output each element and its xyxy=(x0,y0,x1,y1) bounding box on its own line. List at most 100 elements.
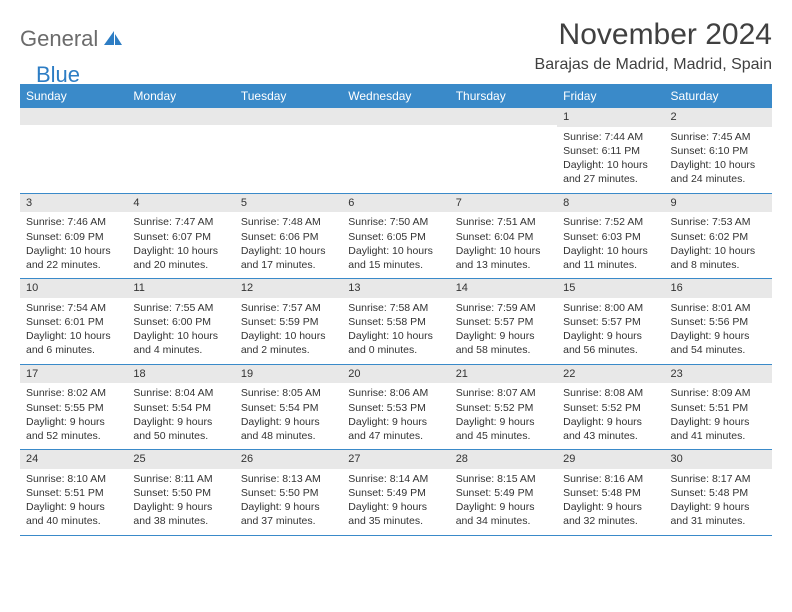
day-content: Sunrise: 8:15 AMSunset: 5:49 PMDaylight:… xyxy=(450,469,557,535)
sunset-text: Sunset: 5:52 PM xyxy=(456,401,551,415)
day-number: 11 xyxy=(127,279,234,298)
day-content: Sunrise: 7:50 AMSunset: 6:05 PMDaylight:… xyxy=(342,212,449,278)
brand-text-gray: General xyxy=(20,26,98,52)
day-content: Sunrise: 8:14 AMSunset: 5:49 PMDaylight:… xyxy=(342,469,449,535)
day-content: Sunrise: 7:44 AMSunset: 6:11 PMDaylight:… xyxy=(557,127,664,193)
day-content: Sunrise: 8:02 AMSunset: 5:55 PMDaylight:… xyxy=(20,383,127,449)
day-cell: 29Sunrise: 8:16 AMSunset: 5:48 PMDayligh… xyxy=(557,450,664,535)
sunset-text: Sunset: 5:51 PM xyxy=(26,486,121,500)
day-number: 30 xyxy=(665,450,772,469)
day-content: Sunrise: 8:17 AMSunset: 5:48 PMDaylight:… xyxy=(665,469,772,535)
day-content: Sunrise: 8:08 AMSunset: 5:52 PMDaylight:… xyxy=(557,383,664,449)
sunrise-text: Sunrise: 8:05 AM xyxy=(241,386,336,400)
sunset-text: Sunset: 6:01 PM xyxy=(26,315,121,329)
sunset-text: Sunset: 6:10 PM xyxy=(671,144,766,158)
sunrise-text: Sunrise: 8:09 AM xyxy=(671,386,766,400)
sunset-text: Sunset: 5:50 PM xyxy=(133,486,228,500)
daylight-text: Daylight: 9 hours and 47 minutes. xyxy=(348,415,443,443)
day-number: 12 xyxy=(235,279,342,298)
day-number xyxy=(450,108,557,125)
daylight-text: Daylight: 10 hours and 20 minutes. xyxy=(133,244,228,272)
day-number: 6 xyxy=(342,194,449,213)
sail-icon xyxy=(102,29,124,52)
sunset-text: Sunset: 5:58 PM xyxy=(348,315,443,329)
daylight-text: Daylight: 9 hours and 48 minutes. xyxy=(241,415,336,443)
daylight-text: Daylight: 10 hours and 24 minutes. xyxy=(671,158,766,186)
sunrise-text: Sunrise: 7:54 AM xyxy=(26,301,121,315)
sunset-text: Sunset: 5:48 PM xyxy=(563,486,658,500)
page-header: General November 2024 Barajas de Madrid,… xyxy=(20,18,772,74)
day-content: Sunrise: 8:11 AMSunset: 5:50 PMDaylight:… xyxy=(127,469,234,535)
day-cell: 19Sunrise: 8:05 AMSunset: 5:54 PMDayligh… xyxy=(235,365,342,450)
sunset-text: Sunset: 5:55 PM xyxy=(26,401,121,415)
day-cell: 10Sunrise: 7:54 AMSunset: 6:01 PMDayligh… xyxy=(20,279,127,364)
day-number: 26 xyxy=(235,450,342,469)
sunrise-text: Sunrise: 7:57 AM xyxy=(241,301,336,315)
week-row: 1Sunrise: 7:44 AMSunset: 6:11 PMDaylight… xyxy=(20,108,772,194)
day-cell: 17Sunrise: 8:02 AMSunset: 5:55 PMDayligh… xyxy=(20,365,127,450)
day-number: 16 xyxy=(665,279,772,298)
sunrise-text: Sunrise: 8:08 AM xyxy=(563,386,658,400)
day-content: Sunrise: 8:04 AMSunset: 5:54 PMDaylight:… xyxy=(127,383,234,449)
day-cell xyxy=(127,108,234,193)
sunset-text: Sunset: 5:51 PM xyxy=(671,401,766,415)
day-number xyxy=(20,108,127,125)
day-number: 3 xyxy=(20,194,127,213)
daylight-text: Daylight: 10 hours and 27 minutes. xyxy=(563,158,658,186)
sunset-text: Sunset: 5:57 PM xyxy=(563,315,658,329)
day-number: 13 xyxy=(342,279,449,298)
day-cell: 27Sunrise: 8:14 AMSunset: 5:49 PMDayligh… xyxy=(342,450,449,535)
sunrise-text: Sunrise: 8:17 AM xyxy=(671,472,766,486)
day-header-mon: Monday xyxy=(127,84,234,108)
day-content: Sunrise: 8:07 AMSunset: 5:52 PMDaylight:… xyxy=(450,383,557,449)
day-number: 1 xyxy=(557,108,664,127)
day-cell: 14Sunrise: 7:59 AMSunset: 5:57 PMDayligh… xyxy=(450,279,557,364)
sunset-text: Sunset: 5:53 PM xyxy=(348,401,443,415)
brand-text-blue: Blue xyxy=(36,62,80,88)
daylight-text: Daylight: 10 hours and 15 minutes. xyxy=(348,244,443,272)
day-header-wed: Wednesday xyxy=(342,84,449,108)
daylight-text: Daylight: 10 hours and 13 minutes. xyxy=(456,244,551,272)
day-number: 29 xyxy=(557,450,664,469)
day-number: 21 xyxy=(450,365,557,384)
sunrise-text: Sunrise: 7:51 AM xyxy=(456,215,551,229)
day-number: 22 xyxy=(557,365,664,384)
sunset-text: Sunset: 6:04 PM xyxy=(456,230,551,244)
day-content xyxy=(127,125,234,134)
daylight-text: Daylight: 9 hours and 50 minutes. xyxy=(133,415,228,443)
sunrise-text: Sunrise: 8:16 AM xyxy=(563,472,658,486)
sunrise-text: Sunrise: 8:07 AM xyxy=(456,386,551,400)
daylight-text: Daylight: 9 hours and 40 minutes. xyxy=(26,500,121,528)
day-cell: 1Sunrise: 7:44 AMSunset: 6:11 PMDaylight… xyxy=(557,108,664,193)
day-number: 25 xyxy=(127,450,234,469)
sunrise-text: Sunrise: 8:14 AM xyxy=(348,472,443,486)
day-content xyxy=(342,125,449,134)
day-number: 15 xyxy=(557,279,664,298)
daylight-text: Daylight: 9 hours and 31 minutes. xyxy=(671,500,766,528)
day-cell: 3Sunrise: 7:46 AMSunset: 6:09 PMDaylight… xyxy=(20,194,127,279)
day-header-thu: Thursday xyxy=(450,84,557,108)
day-cell: 16Sunrise: 8:01 AMSunset: 5:56 PMDayligh… xyxy=(665,279,772,364)
daylight-text: Daylight: 9 hours and 37 minutes. xyxy=(241,500,336,528)
sunset-text: Sunset: 5:54 PM xyxy=(133,401,228,415)
daylight-text: Daylight: 10 hours and 2 minutes. xyxy=(241,329,336,357)
sunset-text: Sunset: 5:54 PM xyxy=(241,401,336,415)
daylight-text: Daylight: 10 hours and 6 minutes. xyxy=(26,329,121,357)
daylight-text: Daylight: 10 hours and 22 minutes. xyxy=(26,244,121,272)
day-cell xyxy=(20,108,127,193)
sunset-text: Sunset: 6:02 PM xyxy=(671,230,766,244)
day-header-fri: Friday xyxy=(557,84,664,108)
daylight-text: Daylight: 10 hours and 4 minutes. xyxy=(133,329,228,357)
day-number: 28 xyxy=(450,450,557,469)
sunrise-text: Sunrise: 7:59 AM xyxy=(456,301,551,315)
daylight-text: Daylight: 9 hours and 52 minutes. xyxy=(26,415,121,443)
sunset-text: Sunset: 6:07 PM xyxy=(133,230,228,244)
day-content: Sunrise: 7:46 AMSunset: 6:09 PMDaylight:… xyxy=(20,212,127,278)
day-number: 18 xyxy=(127,365,234,384)
daylight-text: Daylight: 10 hours and 0 minutes. xyxy=(348,329,443,357)
day-cell: 4Sunrise: 7:47 AMSunset: 6:07 PMDaylight… xyxy=(127,194,234,279)
sunrise-text: Sunrise: 7:50 AM xyxy=(348,215,443,229)
day-header-sat: Saturday xyxy=(665,84,772,108)
day-cell: 25Sunrise: 8:11 AMSunset: 5:50 PMDayligh… xyxy=(127,450,234,535)
day-content: Sunrise: 8:01 AMSunset: 5:56 PMDaylight:… xyxy=(665,298,772,364)
